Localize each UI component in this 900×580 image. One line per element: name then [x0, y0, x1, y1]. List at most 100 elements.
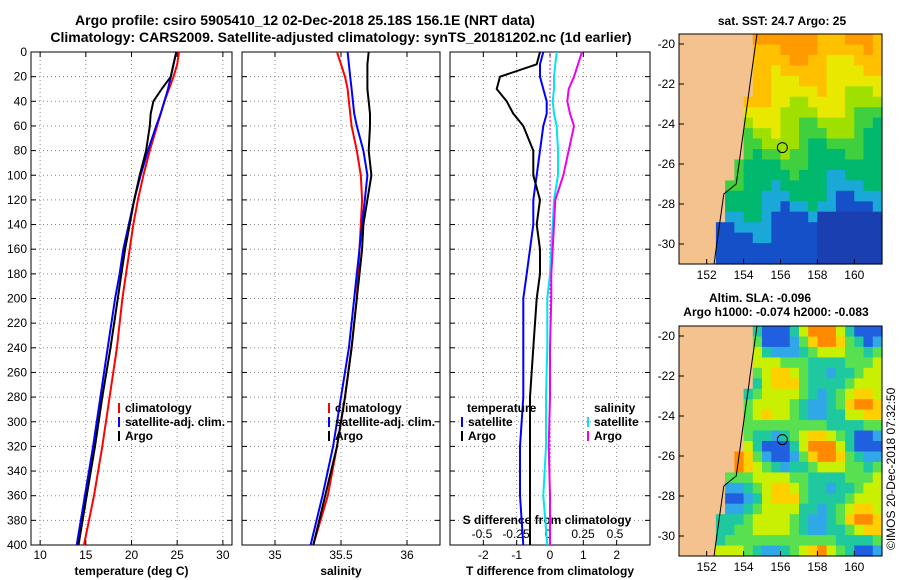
map-cell	[743, 441, 754, 453]
map-cell	[743, 472, 754, 484]
map-cell	[706, 545, 717, 557]
map-cell	[780, 545, 791, 557]
map-cell	[734, 420, 745, 432]
map-cell	[679, 222, 689, 234]
map-cell	[725, 409, 735, 421]
map-cell	[799, 367, 809, 379]
map-cell	[826, 34, 837, 46]
map-cell	[679, 117, 689, 129]
map-cell	[780, 420, 791, 432]
map-cell	[854, 441, 865, 453]
map-cell	[780, 44, 791, 56]
map-cell	[734, 44, 745, 56]
map-cell	[872, 149, 883, 161]
map-cell	[697, 96, 708, 108]
map-cell	[854, 86, 865, 98]
map-cell	[863, 420, 874, 432]
map-cell	[697, 169, 708, 181]
map-cell	[688, 378, 698, 390]
map-cell	[780, 399, 791, 411]
map-cell	[715, 149, 726, 161]
map-cell	[715, 482, 726, 494]
map-cell	[826, 367, 837, 379]
map-cell	[780, 482, 791, 494]
map-cell	[872, 117, 883, 129]
map-cell	[762, 524, 772, 536]
map-cell	[789, 535, 800, 547]
map-cell	[789, 253, 800, 265]
map-cell	[808, 409, 818, 421]
map-cell	[863, 503, 874, 515]
map-cell	[872, 75, 883, 87]
map-cell	[872, 86, 883, 98]
map-cell	[780, 503, 791, 515]
map-cell	[826, 346, 837, 358]
y-tick-label: -24	[658, 409, 676, 423]
series-s-argo	[547, 51, 583, 545]
map-cell	[872, 461, 883, 473]
map-cell	[789, 96, 800, 108]
map-cell	[697, 128, 708, 140]
map-cell	[817, 430, 828, 442]
map-cell	[715, 430, 726, 442]
map-cell	[752, 472, 763, 484]
map-cell	[826, 409, 837, 421]
map-cell	[789, 117, 800, 129]
map-cell	[863, 128, 874, 140]
map-cell	[845, 524, 855, 536]
map-cell	[734, 409, 745, 421]
map-cell	[826, 169, 837, 181]
map-cell	[845, 503, 855, 515]
map-cell	[743, 44, 754, 56]
map-cell	[789, 399, 800, 411]
map-cell	[697, 378, 708, 390]
map-cell	[854, 211, 865, 223]
map-cell	[854, 451, 865, 463]
map-cell	[697, 472, 708, 484]
map-cell	[743, 180, 754, 192]
map-cell	[799, 388, 809, 400]
y-tick-label: -22	[658, 77, 676, 91]
map-cell	[734, 107, 745, 119]
map-cell	[854, 545, 865, 557]
map-cell	[845, 336, 855, 348]
map-cell	[845, 96, 855, 108]
map-cell	[762, 514, 772, 526]
map-cell	[752, 107, 763, 119]
plot-frame	[30, 51, 233, 546]
map-cell	[826, 326, 837, 338]
legend-salinity-title: salinity	[594, 401, 636, 415]
y-tick-label: -28	[658, 197, 676, 211]
map-cell	[780, 128, 791, 140]
map-cell	[743, 138, 754, 150]
map-cell	[817, 75, 828, 87]
map-cell	[854, 461, 865, 473]
map-cell	[725, 149, 735, 161]
map-cell	[835, 388, 846, 400]
map-cell	[872, 107, 883, 119]
y-tick-label: -26	[658, 157, 676, 171]
map-cell	[762, 180, 772, 192]
map-cell	[734, 357, 745, 369]
map-cell	[697, 44, 708, 56]
x-tick-label: 20	[125, 548, 139, 562]
map-cell	[715, 524, 726, 536]
map-cell	[808, 222, 818, 234]
map-cell	[835, 336, 846, 348]
map-cell	[799, 409, 809, 421]
map-cell	[854, 357, 865, 369]
legend-t-argo: Argo	[468, 429, 496, 443]
map-cell	[715, 138, 726, 150]
map-cell	[799, 524, 809, 536]
map-cell	[863, 138, 874, 150]
map-cell	[845, 190, 855, 202]
map-cell	[826, 211, 837, 223]
map-cell	[706, 232, 717, 244]
map-cell	[845, 399, 855, 411]
map-cell	[743, 461, 754, 473]
map-cell	[817, 54, 828, 66]
map-cell	[762, 34, 772, 46]
map-cell	[863, 65, 874, 77]
map-cell	[688, 253, 698, 265]
map-cell	[817, 472, 828, 484]
